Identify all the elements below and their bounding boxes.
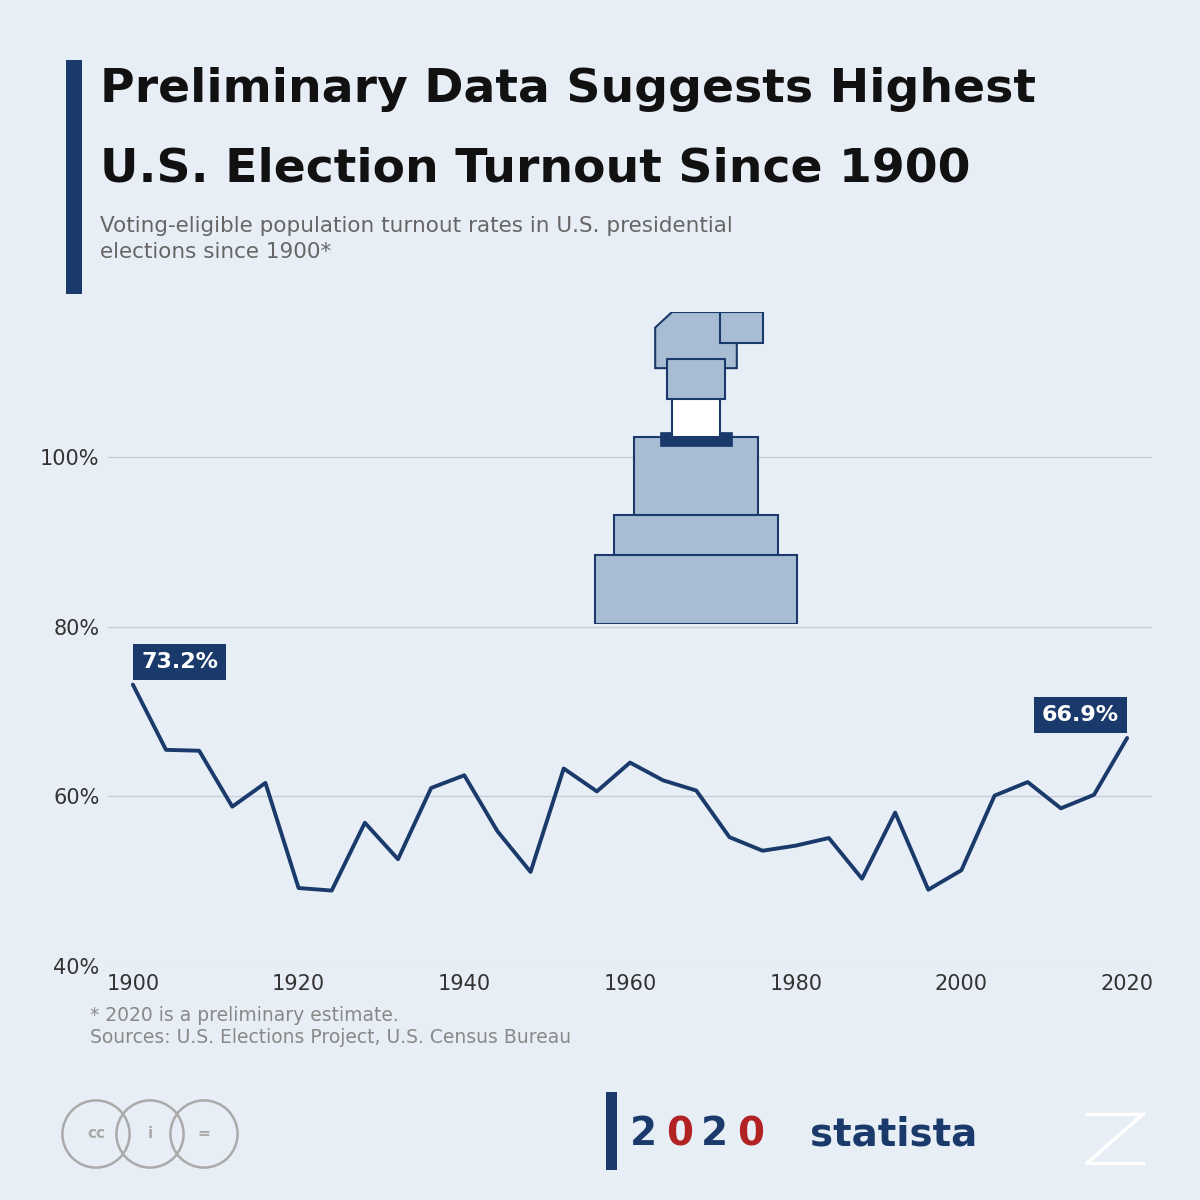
Text: 0: 0 — [737, 1115, 763, 1153]
Bar — [660, 432, 732, 446]
Text: =: = — [198, 1127, 210, 1141]
Text: 2: 2 — [630, 1115, 658, 1153]
Text: cc: cc — [88, 1127, 106, 1141]
Bar — [667, 359, 725, 400]
Text: U.S. Election Turnout Since 1900: U.S. Election Turnout Since 1900 — [100, 146, 970, 191]
Text: Preliminary Data Suggests Highest: Preliminary Data Suggests Highest — [100, 67, 1036, 113]
Bar — [634, 437, 758, 515]
Bar — [614, 515, 778, 556]
Text: 73.2%: 73.2% — [142, 652, 218, 672]
Text: Voting-eligible population turnout rates in U.S. presidential
elections since 19: Voting-eligible population turnout rates… — [100, 216, 732, 262]
Bar — [672, 368, 720, 437]
Text: 66.9%: 66.9% — [1042, 706, 1118, 725]
Text: * 2020 is a preliminary estimate.: * 2020 is a preliminary estimate. — [90, 1006, 398, 1025]
Polygon shape — [655, 312, 737, 368]
Bar — [720, 312, 763, 343]
Bar — [595, 556, 797, 624]
Text: 2: 2 — [701, 1115, 728, 1153]
Text: 0: 0 — [666, 1115, 694, 1153]
Text: i: i — [148, 1127, 152, 1141]
Text: statista: statista — [810, 1115, 977, 1153]
Text: Sources: U.S. Elections Project, U.S. Census Bureau: Sources: U.S. Elections Project, U.S. Ce… — [90, 1028, 571, 1048]
